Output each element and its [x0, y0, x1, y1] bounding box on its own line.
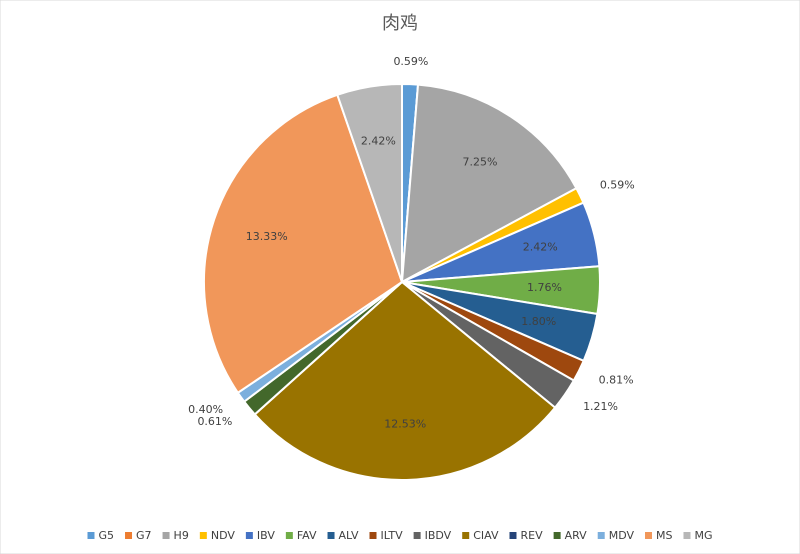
pie-slice [253, 280, 557, 481]
legend-label: IBDV [425, 529, 452, 542]
legend-label: CIAV [473, 529, 499, 542]
data-label: 0.81% [599, 374, 634, 387]
legend-label: ILTV [381, 529, 404, 542]
legend-label: H9 [174, 529, 189, 542]
pie-slice [336, 82, 403, 283]
legend-swatch [597, 532, 605, 539]
legend-label: G5 [98, 529, 114, 542]
legend-label: NDV [211, 529, 236, 542]
legend-swatch [369, 532, 377, 539]
legend-label: FAV [297, 529, 317, 542]
legend-swatch [683, 532, 691, 539]
legend-label: MS [656, 529, 672, 542]
data-label: 1.76% [527, 281, 562, 294]
legend-label: ALV [339, 529, 359, 542]
data-label: 13.33% [246, 230, 288, 243]
legend-label: ARV [565, 529, 588, 542]
pie-slice [203, 93, 404, 395]
data-label: 1.21% [583, 400, 618, 413]
legend-swatch [645, 532, 653, 539]
data-label: 0.59% [600, 179, 635, 192]
chart-title: 肉鸡 [382, 13, 418, 34]
legend-label: IBV [257, 529, 275, 542]
legend-label: MDV [609, 529, 635, 542]
legend-label: REV [520, 529, 543, 542]
data-label: 0.40% [188, 403, 223, 416]
legend-label: G7 [136, 529, 152, 542]
legend-swatch [327, 532, 335, 539]
legend-swatch [87, 532, 95, 539]
data-label: 12.53% [384, 418, 426, 431]
data-label: 2.42% [523, 240, 558, 253]
legend-label: MG [694, 529, 712, 542]
data-label: 1.80% [521, 315, 556, 328]
legend-swatch [462, 532, 470, 539]
legend-swatch [245, 532, 253, 539]
legend-swatch [125, 532, 133, 539]
data-label: 2.42% [361, 134, 396, 147]
legend-swatch [553, 532, 561, 539]
data-label: 0.59% [393, 55, 428, 68]
pie-slice [400, 83, 578, 284]
legend-swatch [413, 532, 421, 539]
legend-swatch [509, 532, 517, 539]
data-label: 0.61% [197, 415, 232, 428]
legend-swatch [285, 532, 293, 539]
legend-swatch [199, 532, 207, 539]
legend: G5 G7 H9 NDV IBV FAV ALV ILTV IBDV CIAV REV ARV MDV M… [87, 529, 713, 542]
data-label: 7.25% [463, 156, 498, 169]
legend-swatch [162, 532, 170, 539]
